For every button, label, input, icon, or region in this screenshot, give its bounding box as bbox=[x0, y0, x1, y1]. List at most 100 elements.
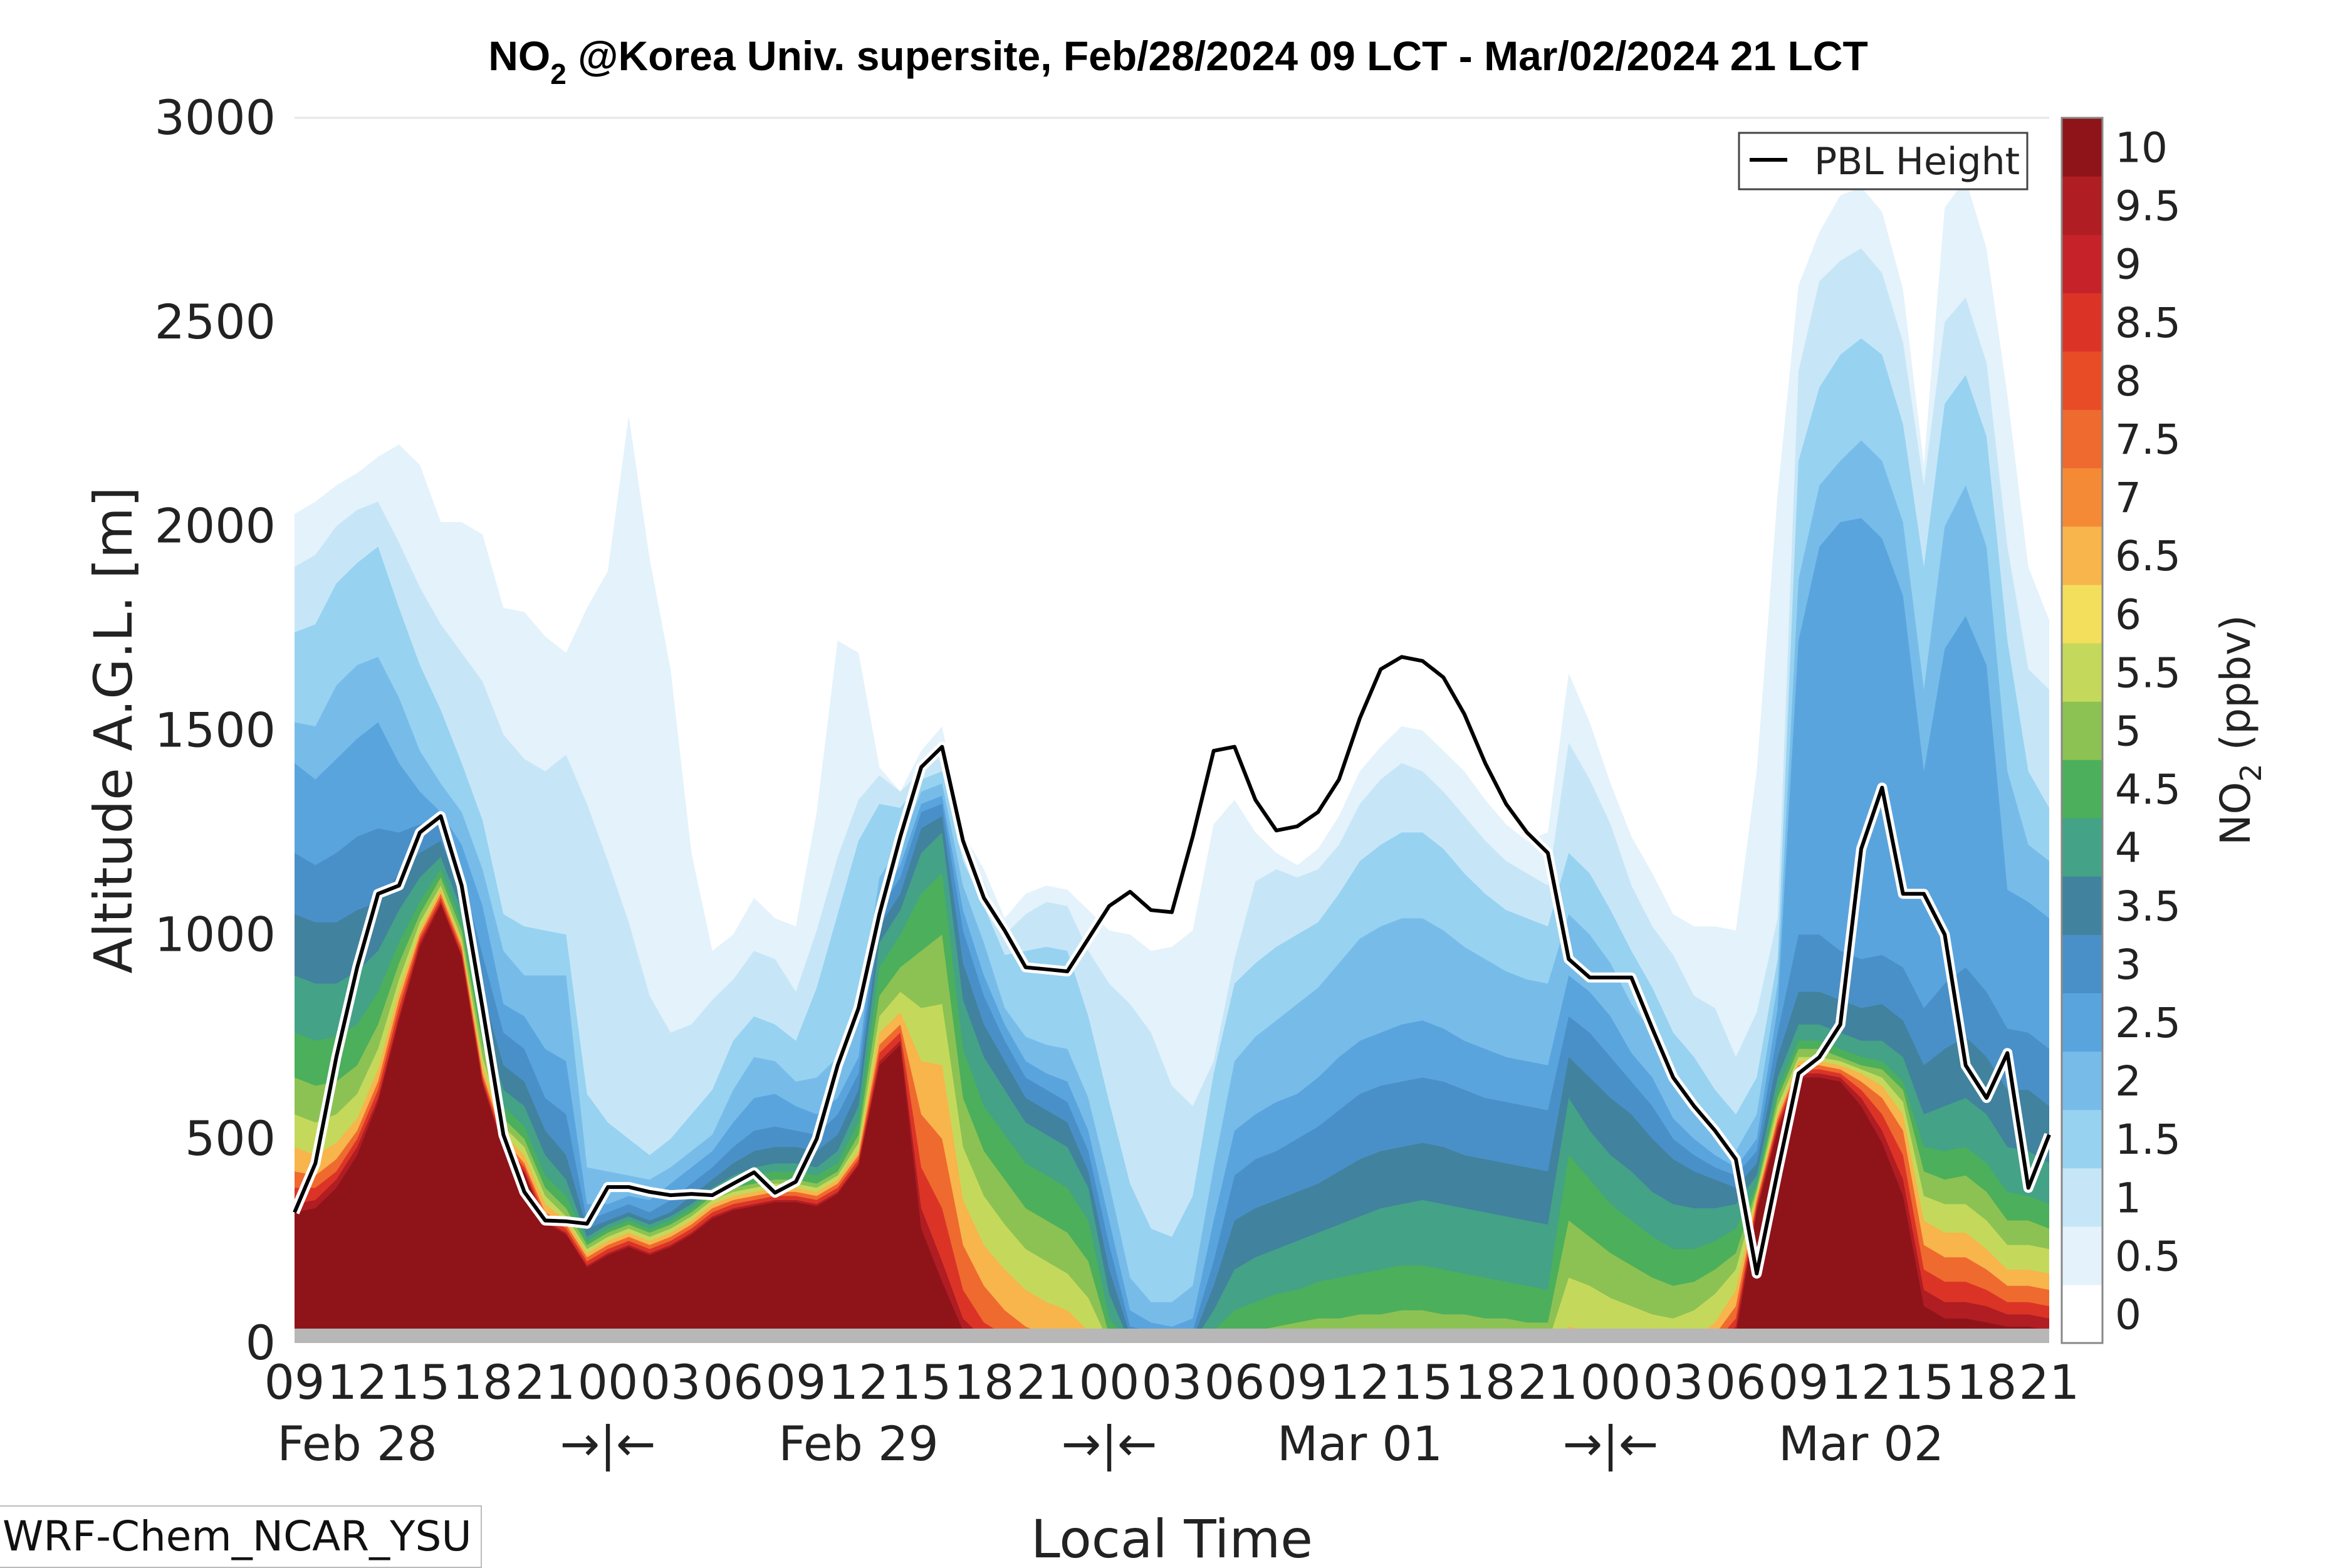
colorbar-cell bbox=[2062, 701, 2102, 760]
x-tick-label: 12 bbox=[828, 1354, 889, 1410]
colorbar-cell bbox=[2062, 351, 2102, 410]
x-tick-label: 00 bbox=[578, 1354, 639, 1410]
colorbar-tick-label: 0.5 bbox=[2115, 1232, 2181, 1280]
x-date-label: Mar 02 bbox=[1778, 1416, 1944, 1471]
y-tick-label: 3000 bbox=[155, 90, 276, 145]
x-tick-label: 06 bbox=[703, 1354, 764, 1410]
colorbar-title-suffix: (ppbv) bbox=[2212, 615, 2260, 763]
colorbar-cell bbox=[2062, 760, 2102, 818]
x-tick-label: 12 bbox=[327, 1354, 388, 1410]
colorbar-tick-label: 4 bbox=[2115, 824, 2141, 872]
x-axis-date-labels: Feb 28 →|← Feb 29 →|← Mar 01 →|← Mar 02 bbox=[277, 1416, 1944, 1472]
x-date-label: Mar 01 bbox=[1277, 1416, 1443, 1471]
colorbar-tick-label: 8 bbox=[2115, 357, 2141, 405]
chart-title: NO2 @Korea Univ. supersite, Feb/28/2024 … bbox=[488, 33, 1868, 90]
colorbar-cell bbox=[2062, 1109, 2102, 1169]
x-axis-ticks: 09 12 15 18 21 00 03 06 09 12 15 18 21 00 03 06 09 12 15 18… bbox=[264, 1354, 2080, 1410]
x-tick-label: 18 bbox=[954, 1354, 1015, 1410]
colorbar-tick-label: 2.5 bbox=[2115, 999, 2181, 1047]
legend-pbl-label: PBL Height bbox=[1814, 140, 2020, 184]
plot-area bbox=[290, 117, 2054, 1343]
colorbar-tick-label: 1 bbox=[2115, 1174, 2141, 1222]
colorbar-tick-label: 3 bbox=[2115, 941, 2141, 989]
colorbar-tick-label: 4.5 bbox=[2115, 766, 2181, 814]
chart-title-suffix: @Korea Univ. supersite, Feb/28/2024 09 L… bbox=[567, 33, 1868, 79]
y-axis-title: Altitude A.G.L. [m] bbox=[83, 487, 144, 974]
colorbar-cell bbox=[2062, 993, 2102, 1052]
x-tick-label: 09 bbox=[766, 1354, 827, 1410]
x-tick-label: 06 bbox=[1706, 1354, 1767, 1410]
y-tick-label: 500 bbox=[185, 1111, 276, 1166]
colorbar-tick-label: 10 bbox=[2115, 124, 2168, 172]
x-date-label: Feb 28 bbox=[277, 1416, 437, 1471]
x-tick-label: 03 bbox=[1643, 1354, 1704, 1410]
colorbar-tick-label: 5.5 bbox=[2115, 649, 2181, 697]
colorbar-cell bbox=[2062, 934, 2102, 993]
x-tick-label: 00 bbox=[1580, 1354, 1641, 1410]
y-tick-label: 1000 bbox=[155, 906, 276, 962]
x-tick-label: 21 bbox=[2019, 1354, 2080, 1410]
colorbar-title: NO2 (ppbv) bbox=[2212, 615, 2268, 845]
x-tick-label: 21 bbox=[515, 1354, 576, 1410]
colorbar-tick-label: 9.5 bbox=[2115, 182, 2181, 231]
x-tick-label: 06 bbox=[1204, 1354, 1265, 1410]
colorbar-cell bbox=[2062, 1226, 2102, 1285]
colorbar-cell bbox=[2062, 409, 2102, 469]
x-tick-label: 15 bbox=[1392, 1354, 1453, 1410]
x-tick-label: 09 bbox=[1768, 1354, 1829, 1410]
x-tick-label: 21 bbox=[1518, 1354, 1579, 1410]
legend: PBL Height bbox=[1738, 132, 2029, 191]
x-tick-label: 18 bbox=[1455, 1354, 1516, 1410]
y-tick-label: 0 bbox=[246, 1315, 276, 1371]
x-date-label: →|← bbox=[1062, 1416, 1157, 1472]
pbl-height-line bbox=[293, 655, 2051, 1276]
colorbar-cell bbox=[2062, 642, 2102, 702]
x-axis-title: Local Time bbox=[1031, 1508, 1313, 1567]
colorbar-tick-label: 1.5 bbox=[2115, 1116, 2181, 1164]
colorbar-cell bbox=[2062, 876, 2102, 935]
y-tick-label: 2500 bbox=[155, 294, 276, 350]
x-tick-label: 09 bbox=[1267, 1354, 1328, 1410]
colorbar-cell bbox=[2062, 468, 2102, 527]
colorbar: 0 0.5 1 1.5 2 2.5 3 3.5 4 4.5 5 5.5 6 6.5 7 7.5 8 8.5 9 9.5… bbox=[2060, 117, 2268, 1344]
colorbar-tick-label: 6.5 bbox=[2115, 532, 2181, 580]
x-tick-label: 12 bbox=[1831, 1354, 1892, 1410]
colorbar-tick-label: 9 bbox=[2115, 241, 2141, 289]
x-tick-label: 00 bbox=[1079, 1354, 1140, 1410]
x-tick-label: 18 bbox=[452, 1354, 513, 1410]
ground-strip bbox=[295, 1329, 2049, 1343]
x-tick-label: 12 bbox=[1330, 1354, 1391, 1410]
colorbar-tick-label: 3.5 bbox=[2115, 882, 2181, 931]
colorbar-cell bbox=[2062, 526, 2102, 585]
colorbar-cell bbox=[2062, 234, 2102, 293]
colorbar-cell bbox=[2062, 118, 2102, 177]
colorbar-tick-label: 5 bbox=[2115, 708, 2141, 756]
x-tick-label: 15 bbox=[1894, 1354, 1955, 1410]
x-tick-label: 15 bbox=[891, 1354, 952, 1410]
x-tick-label: 03 bbox=[1142, 1354, 1203, 1410]
x-tick-label: 03 bbox=[640, 1354, 701, 1410]
colorbar-tick-label: 8.5 bbox=[2115, 299, 2181, 347]
model-tag: WRF-Chem_NCAR_YSU bbox=[0, 1505, 482, 1568]
colorbar-tick-label: 7 bbox=[2115, 474, 2141, 522]
colorbar-cell bbox=[2062, 1284, 2102, 1344]
colorbar-cell bbox=[2062, 1051, 2102, 1111]
no2-band-10 bbox=[295, 904, 2049, 1343]
colorbar-tick-label: 6 bbox=[2115, 590, 2141, 639]
colorbar-title-prefix: NO bbox=[2212, 782, 2260, 845]
colorbar-cell bbox=[2062, 176, 2102, 235]
colorbar-frame bbox=[2060, 117, 2104, 1344]
no2-contour-fill bbox=[295, 179, 2049, 1343]
x-tick-label: 15 bbox=[390, 1354, 451, 1410]
colorbar-tick-label: 2 bbox=[2115, 1057, 2141, 1105]
chart-title-subscript: 2 bbox=[550, 58, 567, 90]
colorbar-cell bbox=[2062, 293, 2102, 352]
x-date-label: →|← bbox=[560, 1416, 656, 1472]
colorbar-cell bbox=[2062, 584, 2102, 644]
y-tick-label: 1500 bbox=[155, 703, 276, 758]
colorbar-ticks: 0 0.5 1 1.5 2 2.5 3 3.5 4 4.5 5 5.5 6 6.5 7 7.5 8 8.5 9 9.5… bbox=[2115, 124, 2181, 1339]
x-tick-label: 09 bbox=[264, 1354, 325, 1410]
colorbar-cells bbox=[2062, 118, 2102, 1344]
colorbar-tick-label: 7.5 bbox=[2115, 416, 2181, 464]
